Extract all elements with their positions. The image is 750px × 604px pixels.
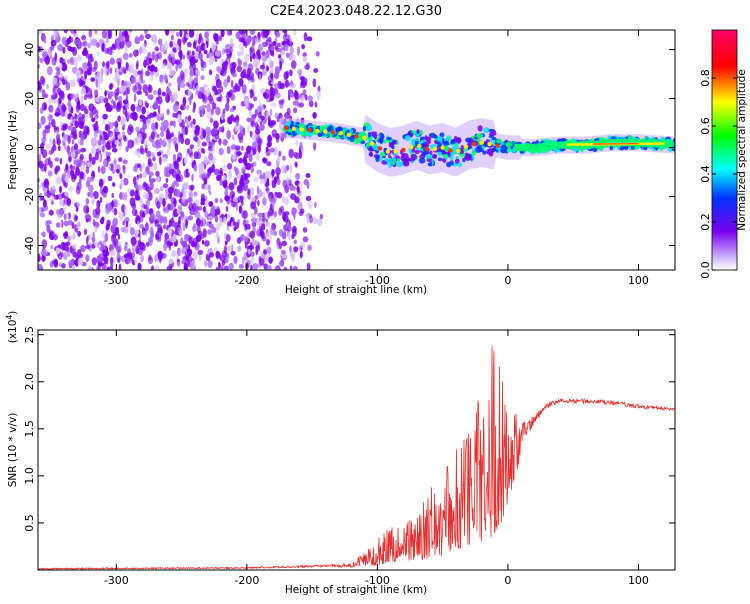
spectrogram-xtick-4: 100 [628,274,649,287]
snr-ytick-4: 2.5 [23,326,36,344]
snr-plot-area [38,346,675,570]
colorbar-tick-4: 0.8 [699,69,712,87]
snr-series-line [38,346,675,570]
spectrogram-xtick-1: -200 [234,274,259,287]
snr-xtick-4: 100 [628,574,649,587]
colorbar-tick-0: 0.0 [699,261,712,279]
snr-xtick-3: 0 [504,574,511,587]
snr-ytick-2: 1.5 [23,420,36,438]
colorbar-tick-3: 0.6 [699,117,712,135]
spectrogram-xtick-0: -300 [104,274,129,287]
spectrogram-ytick-0: -40 [23,237,36,255]
spectrogram-ytick-4: 40 [23,43,36,57]
colorbar-gradient [712,30,737,270]
snr-xtick-0: -300 [104,574,129,587]
spectrogram-ytick-1: -20 [23,188,36,206]
spectrogram-ytick-2: 0 [23,144,36,151]
colorbar: 0.0 0.2 0.4 0.6 0.8 Normalized spectral ampl… [699,30,748,279]
snr-frame [38,330,675,570]
spectrogram-xlabel: Height of straight line (km) [285,284,427,296]
spectrogram-xtick-3: 0 [504,274,511,287]
snr-ytick-0: 0.5 [23,514,36,532]
snr-ytick-1: 1.0 [23,467,36,485]
spectrogram-ytick-3: 20 [23,92,36,106]
snr-multiplier: (x104) [5,311,19,344]
colorbar-label: Normalized spectral amplitude [736,69,748,230]
snr-ylabel: SNR (10 * v/v) [7,413,19,488]
spectrogram-ylabel: Frequency (Hz) [7,110,19,189]
snr-xtick-1: -200 [234,574,259,587]
spectrogram-heatmap [35,26,677,275]
colorbar-tick-2: 0.4 [699,165,712,183]
snr-xlabel: Height of straight line (km) [285,584,427,596]
snr-ytick-3: 2.0 [23,373,36,391]
colorbar-tick-1: 0.2 [699,213,712,231]
figure-title: C2E4.2023.048.22.12.G30 [270,4,442,19]
